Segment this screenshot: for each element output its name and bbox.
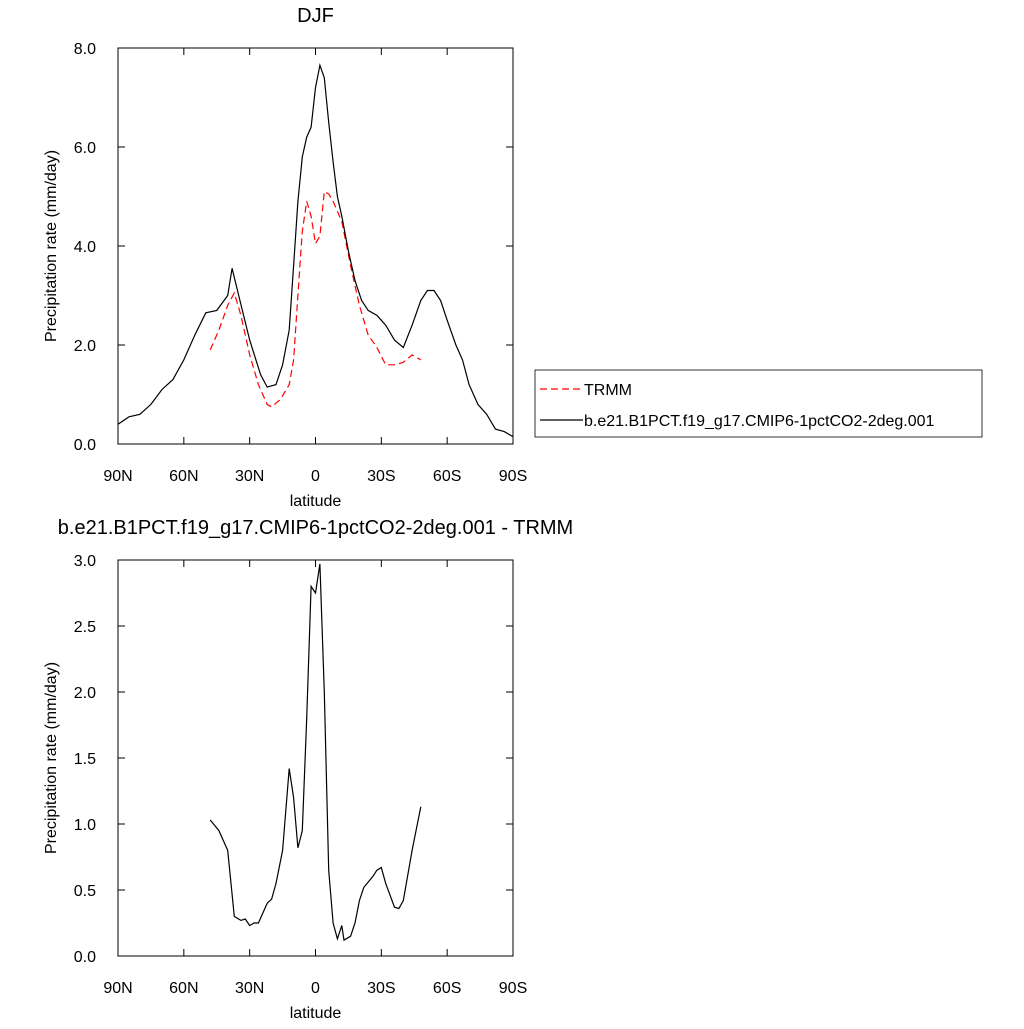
x-tick-label: 30N — [235, 980, 264, 997]
y-tick-label: 0.5 — [74, 883, 96, 900]
x-tick-label: 60N — [169, 468, 198, 485]
data-line — [209, 563, 422, 942]
y-tick-label: 0.0 — [74, 949, 96, 966]
plot-frame — [117, 559, 514, 957]
y-tick-label: 1.0 — [74, 817, 96, 834]
y-tick-label: 1.5 — [74, 751, 96, 768]
y-tick-label: 4.0 — [74, 239, 96, 256]
data-line — [117, 63, 514, 438]
x-tick-label: 60S — [433, 468, 461, 485]
y-axis-label: Precipitation rate (mm/day) — [43, 150, 60, 342]
x-axis-label: latitude — [290, 1005, 342, 1022]
y-tick-label: 6.0 — [74, 140, 96, 157]
x-tick-label: 90N — [103, 468, 132, 485]
plot-frame — [117, 47, 514, 445]
y-tick-label: 2.0 — [74, 685, 96, 702]
x-tick-label: 0 — [311, 468, 320, 485]
data-line — [209, 190, 422, 408]
y-axis-label: Precipitation rate (mm/day) — [43, 662, 60, 854]
chart-title: DJF — [297, 5, 334, 27]
legend-label: b.e21.B1PCT.f19_g17.CMIP6-1pctCO2-2deg.0… — [584, 413, 935, 430]
x-tick-label: 30S — [367, 980, 395, 997]
legend-box — [534, 369, 983, 438]
y-tick-label: 0.0 — [74, 437, 96, 454]
x-tick-label: 60N — [169, 980, 198, 997]
x-tick-label: 60S — [433, 980, 461, 997]
x-axis-label: latitude — [290, 493, 342, 510]
legend-label: TRMM — [584, 382, 632, 399]
chart-title: b.e21.B1PCT.f19_g17.CMIP6-1pctCO2-2deg.0… — [58, 517, 573, 539]
x-tick-label: 0 — [311, 980, 320, 997]
x-tick-label: 90S — [499, 468, 527, 485]
y-tick-label: 2.5 — [74, 619, 96, 636]
y-tick-label: 8.0 — [74, 41, 96, 58]
x-tick-label: 30N — [235, 468, 264, 485]
x-tick-label: 90N — [103, 980, 132, 997]
y-tick-label: 3.0 — [74, 553, 96, 570]
x-tick-label: 90S — [499, 980, 527, 997]
x-tick-label: 30S — [367, 468, 395, 485]
y-tick-label: 2.0 — [74, 338, 96, 355]
